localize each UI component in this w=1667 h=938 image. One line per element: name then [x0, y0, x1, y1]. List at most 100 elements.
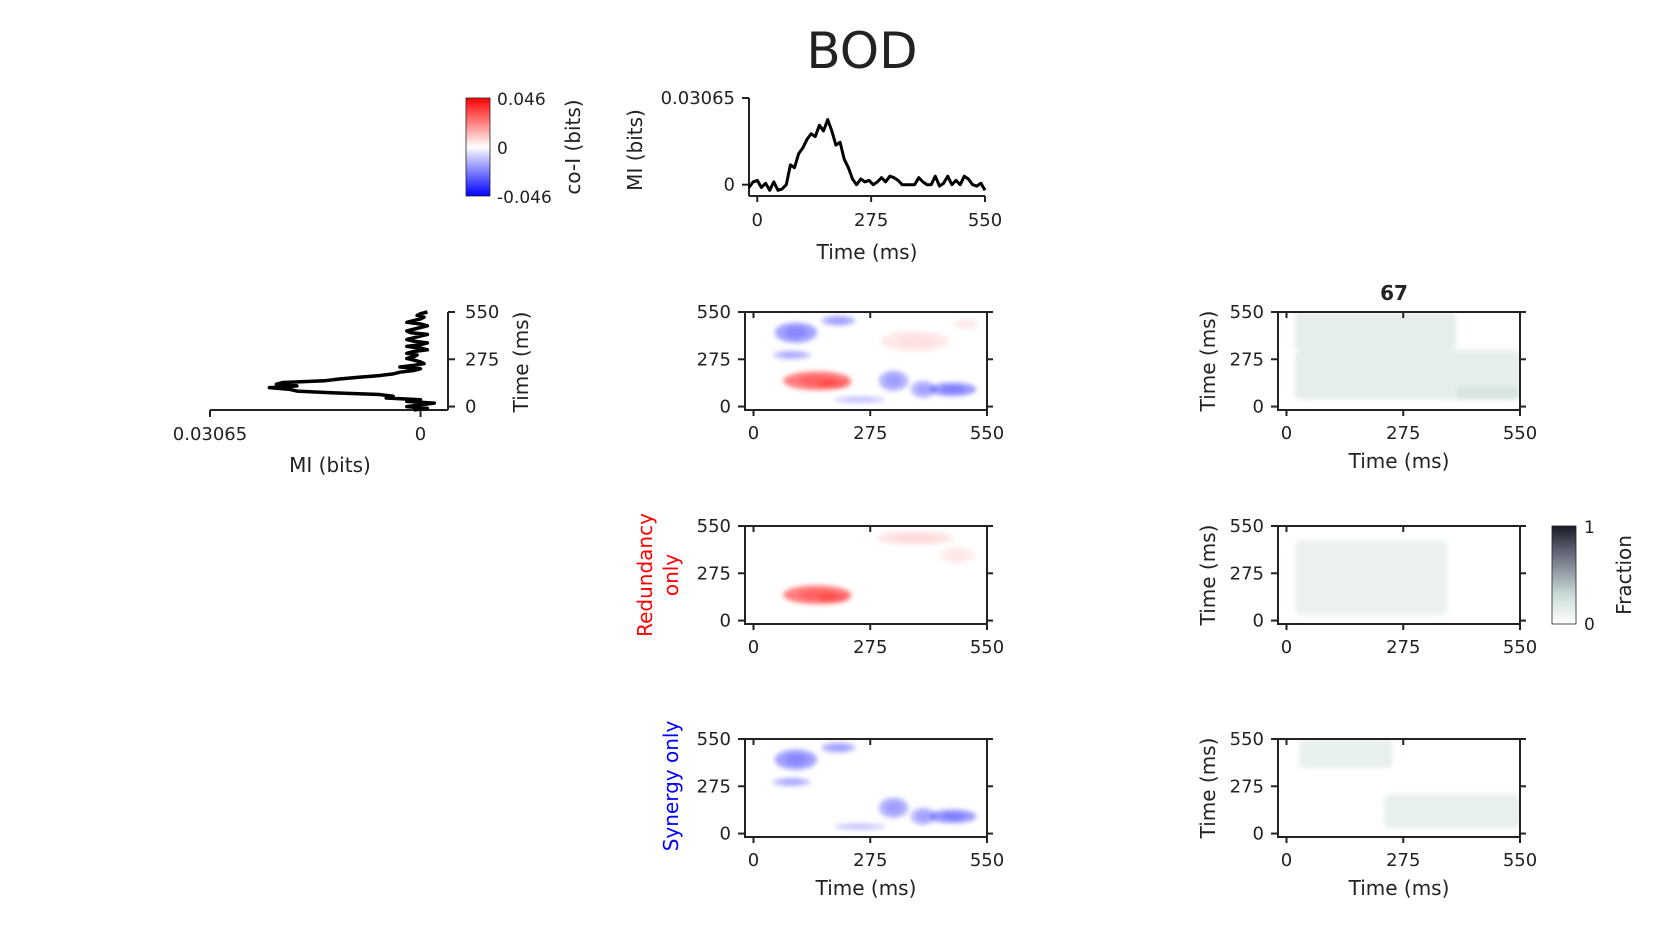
coi-redundancy-only-xtick-label: 550	[970, 637, 1004, 658]
fraction-redundancy-cells	[1294, 539, 1448, 616]
row-label-redundancy-line1: Redundancy	[633, 513, 657, 637]
fraction-full-ytick-label: 0	[1253, 397, 1264, 418]
coi-synergy-only-blob-core	[829, 744, 848, 751]
fraction-synergy-ytick-label: 550	[1230, 729, 1264, 750]
coi-synergy-only-blob-core	[940, 812, 966, 821]
coi-redundancy-only-xtick-label: 275	[853, 637, 887, 658]
coi-redundancy-only-ytick-label: 0	[720, 611, 731, 632]
coi-synergy-only-frame	[744, 738, 988, 838]
fraction-synergy-cells	[1299, 739, 1520, 829]
fraction-full-ytick-label: 275	[1230, 349, 1264, 370]
top-mi-ytick-label: 0.03065	[661, 88, 735, 109]
fraction-synergy-frame	[1277, 738, 1521, 838]
coi-full-blob-core	[845, 397, 874, 402]
coi-full-ytick-label: 0	[720, 397, 731, 418]
coi-synergy-only-ytick-label: 550	[697, 729, 731, 750]
top-mi-xtick-label: 0	[752, 210, 763, 231]
coi-colorbar-min-label: -0.046	[497, 188, 552, 208]
fraction-synergy-blur	[1299, 739, 1520, 829]
fraction-full-region	[1456, 385, 1520, 400]
coi-synergy-only-blob-core	[784, 753, 808, 766]
fraction-redundancy-xtick-label: 275	[1386, 637, 1420, 658]
coi-redundancy-only-blob-core	[948, 551, 967, 560]
fraction-panel-title: 67	[1380, 281, 1408, 305]
fraction-redundancy-frame	[1277, 525, 1521, 625]
fraction-colorbar-gradient	[1551, 525, 1577, 625]
left-mi-ytick-label: 550	[465, 302, 499, 323]
coi-colorbar-label: co-I (bits)	[561, 99, 585, 194]
fraction-redundancy-ytick-label: 275	[1230, 563, 1264, 584]
fraction-full-ytick-label: 550	[1230, 302, 1264, 323]
top-mi-ytick-label: 0	[724, 175, 735, 196]
coi-redundancy-only-ytick-label: 275	[697, 563, 731, 584]
fraction-full-blur	[1294, 312, 1520, 400]
coi-full-blob-core	[940, 385, 966, 394]
top-mi-line	[747, 118, 987, 192]
left-mi-ylabel: Time (ms)	[509, 312, 533, 414]
fraction-synergy-xlabel: Time (ms)	[1348, 876, 1450, 900]
left-mi-line	[267, 310, 437, 412]
left-mi-xtick-label: 0	[415, 424, 426, 445]
coi-full-ytick-label: 550	[697, 302, 731, 323]
coi-redundancy-only-frame	[744, 525, 988, 625]
figure-title: BOD	[806, 22, 917, 80]
fraction-full-xtick-label: 275	[1386, 423, 1420, 444]
coi-redundancy-only-background	[745, 526, 987, 624]
fraction-full-frame	[1277, 311, 1521, 411]
coi-synergy-only-blur	[772, 742, 977, 831]
fraction-colorbar-max-label: 1	[1584, 518, 1595, 538]
fraction-colorbar: 1 0 Fraction	[1551, 518, 1636, 635]
coi-full-xtick-label: 0	[748, 423, 759, 444]
left-mi-ytick-label: 0	[465, 397, 476, 418]
coi-redundancy-only-blob-core	[893, 534, 936, 542]
fraction-redundancy-blur	[1294, 539, 1448, 616]
coi-full-blob	[953, 318, 979, 330]
fraction-colorbar-label: Fraction	[1612, 535, 1636, 615]
coi-colorbar-max-label: 0.046	[497, 90, 546, 110]
coi-synergy-only-ytick-label: 0	[720, 824, 731, 845]
fraction-redundancy-region	[1294, 539, 1448, 616]
coi-synergy-only-blob-core	[885, 802, 902, 814]
fraction-synergy-xtick-label: 0	[1281, 850, 1292, 871]
coi-synergy-only-cells	[772, 742, 977, 831]
fraction-synergy-ylabel: Time (ms)	[1196, 738, 1220, 840]
coi-synergy-only-ytick-label: 275	[697, 776, 731, 797]
coi-redundancy-only-cells	[783, 531, 975, 605]
coi-synergy-only-xlabel: Time (ms)	[815, 876, 917, 900]
coi-full-blob-core	[916, 384, 931, 395]
coi-synergy-only-blob-core	[781, 779, 803, 785]
fraction-redundancy-ylabel: Time (ms)	[1196, 525, 1220, 627]
fraction-redundancy-xtick-label: 550	[1503, 637, 1537, 658]
coi-full-blob-core	[781, 352, 803, 358]
coi-full-blob-core	[896, 335, 934, 347]
row-label-synergy: Synergy only	[659, 721, 683, 852]
fraction-full-cells	[1294, 312, 1520, 400]
fraction-synergy-region	[1299, 739, 1393, 769]
top-mi-xlabel: Time (ms)	[816, 240, 918, 264]
coi-full-xtick-label: 275	[853, 423, 887, 444]
coi-full-blob-core	[784, 326, 808, 339]
coi-synergy-only-xtick-label: 550	[970, 850, 1004, 871]
coi-full-frame	[744, 311, 988, 411]
coi-redundancy-only-ytick-label: 550	[697, 516, 731, 537]
fraction-full-xtick-label: 0	[1281, 423, 1292, 444]
coi-full-ytick-label: 275	[697, 349, 731, 370]
coi-synergy-only-blob-core	[845, 824, 874, 829]
fraction-synergy-xtick-label: 275	[1386, 850, 1420, 871]
fraction-full-xlabel: Time (ms)	[1348, 449, 1450, 473]
coi-redundancy-only-blur	[783, 531, 975, 605]
coi-full-xtick-label: 550	[970, 423, 1004, 444]
coi-synergy-only-xtick-label: 0	[748, 850, 759, 871]
fraction-synergy-xtick-label: 550	[1503, 850, 1537, 871]
coi-full-cells	[772, 315, 979, 404]
top-mi-xtick-label: 550	[968, 210, 1002, 231]
coi-redundancy-only-xtick-label: 0	[748, 637, 759, 658]
coi-redundancy-only-blob	[940, 546, 975, 564]
fraction-full-ylabel: Time (ms)	[1196, 311, 1220, 413]
fraction-full-region	[1294, 312, 1457, 350]
fraction-redundancy-ytick-label: 550	[1230, 516, 1264, 537]
fraction-full-xtick-label: 550	[1503, 423, 1537, 444]
coi-colorbar-gradient	[465, 97, 491, 197]
coi-full-blob-core	[959, 321, 973, 327]
